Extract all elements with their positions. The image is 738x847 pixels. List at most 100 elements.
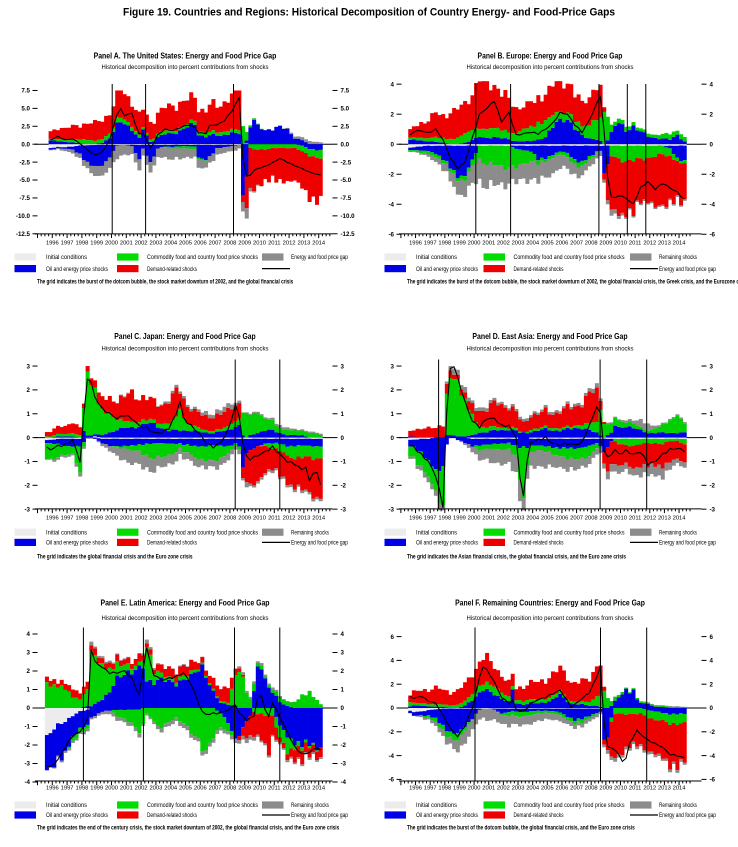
svg-text:1998: 1998	[438, 786, 451, 792]
svg-text:-4: -4	[710, 201, 716, 208]
svg-text:Commodity food and country foo: Commodity food and country food price sh…	[514, 254, 625, 261]
svg-text:2003: 2003	[512, 786, 525, 792]
svg-text:Panel B. Europe: Energy and Fo: Panel B. Europe: Energy and Food Price G…	[478, 52, 623, 61]
svg-text:4: 4	[391, 81, 395, 88]
svg-text:-3: -3	[710, 506, 716, 513]
svg-text:2: 2	[341, 668, 345, 675]
svg-text:-2.5: -2.5	[341, 159, 352, 166]
svg-text:Historical decomposition into: Historical decomposition into percent co…	[102, 615, 270, 622]
svg-text:-3: -3	[388, 506, 394, 513]
svg-text:2003: 2003	[512, 241, 525, 247]
svg-text:6: 6	[710, 634, 714, 641]
svg-text:2014: 2014	[673, 516, 687, 522]
svg-text:1: 1	[341, 687, 345, 694]
svg-text:-4: -4	[388, 753, 394, 760]
svg-text:2: 2	[710, 681, 714, 688]
svg-text:1999: 1999	[453, 786, 466, 792]
svg-text:2003: 2003	[149, 516, 162, 522]
svg-text:2012: 2012	[643, 786, 656, 792]
svg-text:Demand-related shocks: Demand-related shocks	[514, 540, 564, 547]
svg-text:Initial conditions: Initial conditions	[46, 529, 87, 536]
svg-text:-2: -2	[24, 742, 30, 749]
svg-text:2: 2	[27, 668, 31, 675]
svg-text:-3: -3	[341, 761, 347, 768]
svg-text:-4: -4	[388, 201, 394, 208]
svg-text:The grid indicates the Asian f: The grid indicates the Asian financial c…	[407, 553, 626, 560]
svg-text:0: 0	[391, 705, 395, 712]
svg-text:2.5: 2.5	[21, 123, 30, 130]
svg-text:1996: 1996	[46, 241, 59, 247]
svg-text:2006: 2006	[194, 516, 207, 522]
svg-text:1997: 1997	[61, 516, 74, 522]
svg-text:2013: 2013	[297, 241, 310, 247]
svg-text:The grid indicates the global: The grid indicates the global financial …	[37, 553, 193, 560]
svg-text:2002: 2002	[497, 516, 510, 522]
svg-text:The grid indicates the burst o: The grid indicates the burst of the dotc…	[37, 278, 294, 285]
svg-text:4: 4	[710, 658, 714, 665]
svg-text:2005: 2005	[179, 786, 192, 792]
svg-text:Panel A. The United States: En: Panel A. The United States: Energy and F…	[94, 52, 277, 61]
svg-text:2004: 2004	[526, 516, 540, 522]
svg-text:2011: 2011	[629, 786, 641, 792]
svg-text:0: 0	[710, 435, 714, 442]
svg-text:2010: 2010	[253, 786, 266, 792]
svg-text:2005: 2005	[541, 786, 554, 792]
svg-text:2002: 2002	[135, 241, 148, 247]
svg-text:2006: 2006	[555, 786, 568, 792]
svg-text:The grid indicates the end of: The grid indicates the end of the centur…	[37, 825, 340, 832]
svg-text:Energy and food price gap: Energy and food price gap	[659, 812, 716, 819]
svg-text:2009: 2009	[238, 241, 251, 247]
svg-text:4: 4	[391, 658, 395, 665]
svg-text:2012: 2012	[283, 241, 296, 247]
svg-text:Commodity food and country foo: Commodity food and country food price sh…	[514, 802, 625, 809]
svg-text:Energy and food price gap: Energy and food price gap	[291, 812, 348, 819]
svg-text:0: 0	[710, 705, 714, 712]
svg-text:Oil and energy price shocks: Oil and energy price shocks	[416, 540, 478, 547]
svg-text:2011: 2011	[268, 786, 280, 792]
svg-text:-3: -3	[24, 761, 30, 768]
svg-text:1998: 1998	[438, 516, 451, 522]
svg-text:1999: 1999	[453, 241, 466, 247]
svg-text:Initial conditions: Initial conditions	[416, 529, 457, 536]
svg-text:7.5: 7.5	[21, 88, 30, 95]
svg-text:-2: -2	[24, 483, 30, 490]
svg-text:Energy and food price gap: Energy and food price gap	[659, 266, 716, 273]
svg-text:-5.0: -5.0	[19, 177, 30, 184]
svg-text:-7.5: -7.5	[341, 195, 352, 202]
svg-text:0: 0	[27, 705, 31, 712]
svg-text:6: 6	[391, 634, 395, 641]
svg-text:2002: 2002	[135, 786, 148, 792]
svg-text:2002: 2002	[497, 241, 510, 247]
svg-text:-10.0: -10.0	[16, 213, 31, 220]
svg-text:1997: 1997	[61, 241, 74, 247]
svg-text:1999: 1999	[453, 516, 466, 522]
svg-text:Remaining shocks: Remaining shocks	[659, 254, 697, 261]
svg-text:2012: 2012	[283, 786, 296, 792]
svg-text:2008: 2008	[223, 516, 236, 522]
svg-text:2001: 2001	[120, 786, 133, 792]
svg-text:1999: 1999	[90, 241, 103, 247]
svg-text:3: 3	[341, 650, 345, 657]
svg-text:2000: 2000	[105, 786, 118, 792]
svg-text:1: 1	[27, 411, 31, 418]
svg-text:-2.5: -2.5	[19, 159, 30, 166]
svg-text:Remaining shocks: Remaining shocks	[659, 802, 697, 809]
svg-text:2007: 2007	[209, 241, 222, 247]
svg-text:Initial conditions: Initial conditions	[416, 802, 457, 809]
svg-text:5.0: 5.0	[341, 106, 350, 113]
svg-text:1996: 1996	[409, 786, 422, 792]
svg-text:7.5: 7.5	[341, 88, 350, 95]
svg-text:Historical decomposition into: Historical decomposition into percent co…	[467, 64, 635, 71]
svg-text:0.0: 0.0	[21, 141, 30, 148]
svg-text:2012: 2012	[643, 241, 656, 247]
svg-text:1998: 1998	[75, 516, 88, 522]
svg-text:2005: 2005	[541, 516, 554, 522]
svg-text:1998: 1998	[75, 241, 88, 247]
svg-text:Commodity food and country foo: Commodity food and country food price sh…	[514, 529, 625, 536]
svg-text:2006: 2006	[555, 241, 568, 247]
svg-text:-4: -4	[710, 753, 716, 760]
svg-text:2: 2	[391, 387, 395, 394]
svg-text:Remaining shocks: Remaining shocks	[291, 802, 329, 809]
svg-text:-1: -1	[710, 459, 716, 466]
svg-text:-4: -4	[341, 779, 347, 786]
